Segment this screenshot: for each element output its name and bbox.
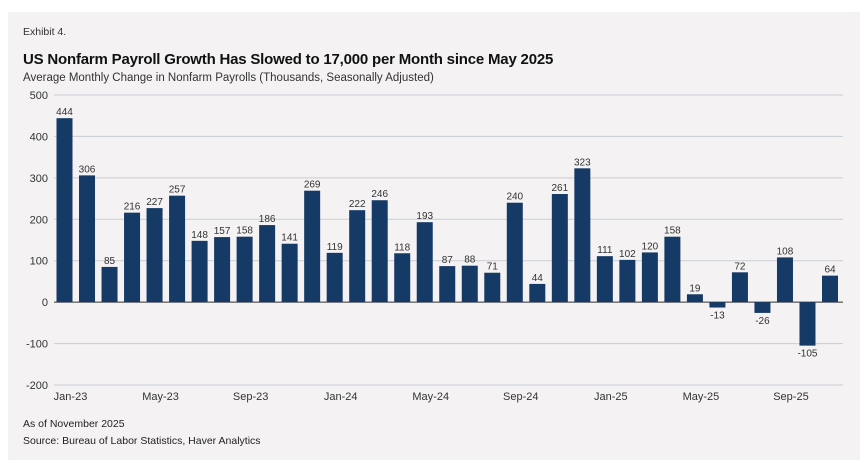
data-label: 71 [487, 262, 499, 273]
y-tick-label: 500 [30, 90, 48, 102]
data-label: 306 [79, 164, 96, 175]
data-label: 111 [597, 245, 613, 256]
y-tick-label: -200 [26, 380, 48, 392]
bar [574, 168, 591, 303]
data-label: -13 [710, 311, 725, 322]
x-tick-label: Sep-24 [503, 391, 538, 403]
data-label: 19 [689, 283, 701, 294]
x-tick-label: Jan-24 [324, 391, 358, 403]
chart-title: US Nonfarm Payroll Growth Has Slowed to … [23, 51, 554, 68]
data-label: 257 [169, 185, 186, 196]
bar [709, 302, 726, 308]
bar [416, 222, 433, 303]
bar [551, 194, 568, 303]
data-label: 193 [416, 211, 433, 222]
x-tick-label: May-23 [142, 391, 179, 403]
bar [124, 212, 141, 303]
data-label: 44 [532, 273, 544, 284]
x-tick-label: Jan-23 [54, 391, 88, 403]
y-tick-label: 100 [30, 256, 48, 268]
x-tick-label: Sep-23 [233, 391, 268, 403]
bar [799, 302, 816, 346]
y-tick-label: 200 [30, 214, 48, 226]
data-label: 323 [574, 157, 591, 168]
bar [439, 266, 456, 303]
bar [484, 272, 501, 303]
source-note: Source: Bureau of Labor Statistics, Have… [23, 435, 261, 447]
x-axis-ticks: Jan-23 May-23 Sep-23 Jan-24 May-24 Sep-24 Jan-… [54, 391, 809, 403]
y-tick-label: 0 [42, 297, 48, 309]
bar [169, 195, 186, 303]
bar [281, 243, 298, 303]
data-label: 118 [394, 242, 410, 253]
data-label: 222 [349, 199, 366, 210]
bar [146, 208, 163, 303]
data-label: 119 [327, 242, 343, 253]
bar [641, 252, 658, 303]
data-label: 148 [191, 230, 208, 241]
chart-subtitle: Average Monthly Change in Nonfarm Payrol… [23, 72, 434, 84]
data-label: 444 [56, 107, 73, 118]
bar [101, 266, 118, 303]
bar [776, 257, 793, 303]
bar [619, 259, 636, 303]
data-label: 72 [734, 261, 746, 272]
data-label: -26 [755, 316, 770, 327]
bar [664, 236, 681, 303]
bar [304, 190, 321, 303]
bar [371, 200, 388, 303]
bar [214, 237, 231, 303]
exhibit-label: Exhibit 4. [23, 26, 67, 38]
bar [731, 272, 748, 303]
as-of-note: As of November 2025 [23, 418, 125, 430]
bar [259, 225, 276, 303]
data-label: 108 [777, 246, 794, 257]
data-label: 240 [506, 192, 523, 203]
x-tick-label: May-25 [683, 391, 720, 403]
data-label: 141 [281, 233, 298, 244]
data-label: 227 [146, 197, 163, 208]
bar [236, 236, 253, 303]
data-label: 269 [304, 180, 321, 191]
bar [506, 202, 523, 303]
bar [56, 118, 73, 303]
bars [56, 118, 838, 346]
y-tick-label: 300 [30, 173, 48, 185]
x-tick-label: Jan-25 [594, 391, 628, 403]
y-tick-label: 400 [30, 131, 48, 143]
x-tick-label: Sep-25 [773, 391, 808, 403]
data-label: 158 [664, 226, 681, 237]
data-label: 246 [371, 189, 388, 200]
data-label: 158 [236, 226, 253, 237]
gridlines [54, 94, 843, 386]
bar [191, 240, 208, 303]
y-tick-label: -100 [26, 339, 48, 351]
data-label: 85 [104, 256, 116, 267]
y-axis-ticks: 500 400 300 200 100 0 -100 -200 [26, 90, 48, 392]
data-label: 216 [124, 202, 141, 213]
bar [686, 294, 703, 303]
data-label: 261 [551, 183, 568, 194]
data-label: -105 [797, 349, 817, 360]
data-label: 186 [259, 214, 276, 225]
x-tick-label: May-24 [412, 391, 449, 403]
data-labels: 444 306 85 216 227 257 148 157 158 186 141 269 119 22… [56, 107, 836, 359]
data-label: 64 [824, 265, 836, 276]
bar [596, 256, 613, 303]
bar [822, 275, 838, 303]
data-label: 120 [642, 241, 659, 252]
bar [394, 253, 411, 303]
bar [754, 302, 771, 313]
data-label: 88 [464, 255, 476, 266]
bar [461, 265, 478, 303]
data-label: 87 [442, 255, 454, 266]
bar [326, 252, 343, 303]
data-label: 102 [619, 249, 636, 260]
data-label: 157 [214, 226, 231, 237]
bar [349, 210, 366, 303]
bar [79, 175, 96, 303]
bar [529, 283, 546, 303]
